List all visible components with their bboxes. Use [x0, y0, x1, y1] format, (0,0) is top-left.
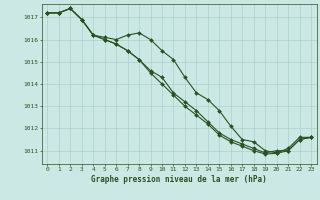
X-axis label: Graphe pression niveau de la mer (hPa): Graphe pression niveau de la mer (hPa) — [91, 175, 267, 184]
